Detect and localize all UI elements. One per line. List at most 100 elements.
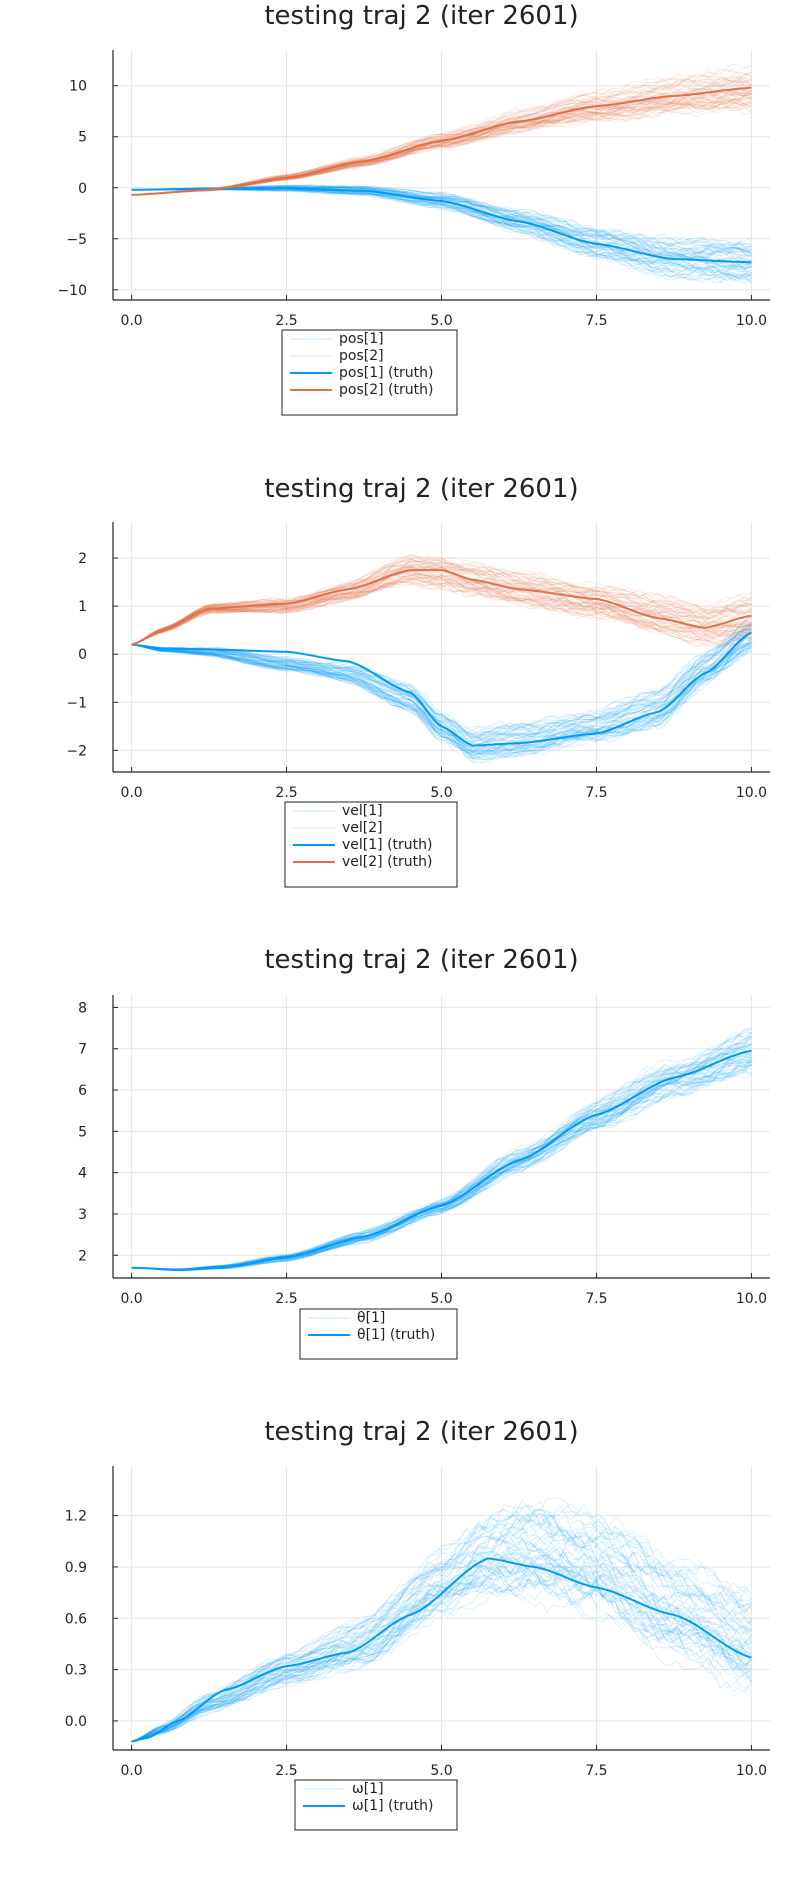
chart-title: testing traj 2 (iter 2601) bbox=[264, 945, 578, 975]
sample-line bbox=[131, 99, 752, 196]
chart-3: testing traj 2 (iter 2601) 0.0 2.5 5.0 7.5 10… bbox=[78, 945, 770, 1360]
x-tick-label: 2.5 bbox=[275, 785, 297, 801]
sample-line bbox=[131, 572, 752, 646]
sample-line bbox=[131, 1071, 752, 1271]
sample-line bbox=[131, 644, 752, 757]
sample-line bbox=[131, 564, 752, 646]
sample-line bbox=[131, 1528, 752, 1742]
y-tick-label: 5 bbox=[78, 130, 87, 146]
legend-label: vel[1] (truth) bbox=[342, 837, 432, 853]
sample-line bbox=[131, 1546, 752, 1742]
y-tick-label: 10 bbox=[69, 79, 87, 95]
sample-line bbox=[131, 1031, 752, 1270]
sample-line bbox=[131, 556, 752, 646]
sample-line bbox=[131, 101, 752, 196]
y-tick-label: 1.2 bbox=[65, 1509, 87, 1525]
sample-line bbox=[131, 1560, 752, 1742]
sample-line bbox=[131, 1075, 752, 1271]
truth-line bbox=[131, 1049, 752, 1271]
legend: θ[1]θ[1] (truth) bbox=[299, 1308, 458, 1360]
sample-line bbox=[131, 188, 752, 284]
sample-line bbox=[131, 625, 752, 739]
sample-line bbox=[131, 188, 752, 284]
sample-line bbox=[131, 563, 752, 646]
sample-line bbox=[131, 572, 752, 646]
sample-line bbox=[131, 568, 752, 646]
sample-line bbox=[131, 1507, 752, 1742]
sample-line bbox=[131, 1568, 752, 1742]
sample-line bbox=[131, 1549, 752, 1742]
x-tick-label: 7.5 bbox=[585, 1291, 607, 1307]
sample-line bbox=[131, 1031, 752, 1271]
x-tick-label: 7.5 bbox=[585, 785, 607, 801]
sample-line bbox=[131, 1504, 752, 1742]
sample-line bbox=[131, 1531, 752, 1742]
sample-line bbox=[131, 631, 752, 743]
y-tick-label: 0 bbox=[78, 181, 87, 197]
sample-line bbox=[131, 576, 752, 646]
sample-line bbox=[131, 558, 752, 646]
sample-line bbox=[131, 1552, 752, 1742]
sample-line bbox=[131, 1579, 752, 1742]
sample-line bbox=[131, 642, 752, 754]
sample-line bbox=[131, 644, 752, 760]
sample-line bbox=[131, 95, 752, 196]
sample-line bbox=[131, 570, 752, 646]
sample-line bbox=[131, 1027, 752, 1270]
x-tick-label: 7.5 bbox=[585, 313, 607, 329]
sample-line bbox=[131, 564, 752, 646]
sample-line bbox=[131, 1540, 752, 1742]
sample-line bbox=[131, 187, 752, 281]
sample-line bbox=[131, 575, 752, 646]
sample-line bbox=[131, 1061, 752, 1271]
sample-line bbox=[131, 631, 752, 742]
sample-line bbox=[131, 642, 752, 753]
y-tick-label: 2 bbox=[78, 1248, 87, 1264]
sample-line bbox=[131, 580, 752, 647]
sample-line bbox=[131, 581, 752, 646]
sample-line bbox=[131, 628, 752, 740]
y-tick-label: 1 bbox=[78, 599, 87, 615]
sample-line bbox=[131, 580, 752, 646]
legend-label: θ[1] (truth) bbox=[357, 1327, 435, 1343]
sample-line bbox=[131, 1538, 752, 1742]
y-tick-label: 0.3 bbox=[65, 1663, 87, 1679]
sample-line bbox=[131, 1503, 752, 1742]
y-tick-label: 4 bbox=[78, 1166, 87, 1182]
sample-line bbox=[131, 1503, 752, 1742]
sample-line bbox=[131, 96, 752, 196]
sample-line bbox=[131, 1036, 752, 1270]
sample-line bbox=[131, 632, 752, 746]
sample-line bbox=[131, 573, 752, 646]
sample-line bbox=[131, 1552, 752, 1742]
chart-2: testing traj 2 (iter 2601)0.0 2.5 5.0 7.5 10… bbox=[66, 474, 770, 888]
sample-line bbox=[131, 1570, 752, 1742]
legend-label: pos[1] bbox=[339, 331, 384, 347]
sample-line bbox=[131, 631, 752, 750]
sample-line bbox=[131, 71, 752, 196]
x-tick-label: 0.0 bbox=[120, 1291, 142, 1307]
sample-line bbox=[131, 573, 752, 646]
x-tick-label: 10.0 bbox=[736, 785, 767, 801]
sample-line bbox=[131, 642, 752, 753]
sample-line bbox=[131, 637, 752, 752]
sample-line bbox=[131, 1509, 752, 1742]
sample-line bbox=[131, 187, 752, 280]
sample-line bbox=[131, 1035, 752, 1271]
sample-line bbox=[131, 644, 752, 764]
sample-line bbox=[131, 1063, 752, 1272]
sample-line bbox=[131, 641, 752, 759]
sample-line bbox=[131, 185, 752, 254]
sample-line bbox=[131, 578, 752, 646]
x-tick-label: 2.5 bbox=[275, 313, 297, 329]
sample-line bbox=[131, 1545, 752, 1742]
sample-line bbox=[131, 581, 752, 646]
sample-line bbox=[131, 1515, 752, 1742]
sample-line bbox=[131, 1529, 752, 1742]
legend-label: ω[1] bbox=[352, 1781, 384, 1797]
truth-line bbox=[131, 187, 752, 264]
sample-line bbox=[131, 573, 752, 646]
sample-line bbox=[131, 64, 752, 196]
legend-label: vel[2] bbox=[342, 820, 383, 836]
sample-line bbox=[131, 1067, 752, 1271]
